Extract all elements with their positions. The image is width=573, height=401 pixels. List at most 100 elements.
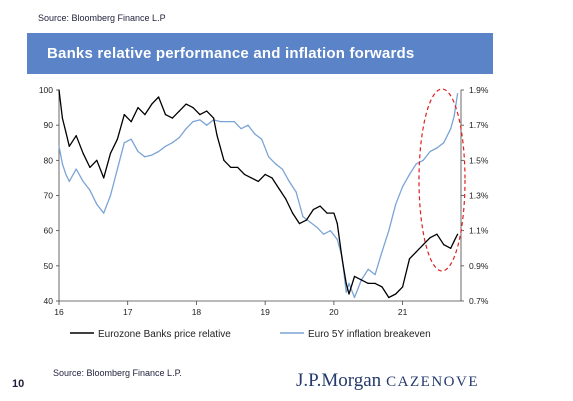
brand-main: J.P.Morgan	[296, 370, 382, 391]
point-banks	[457, 233, 459, 235]
point-inflation	[261, 138, 263, 140]
x-tick-label: 18	[192, 307, 202, 317]
point-banks	[103, 177, 105, 179]
point-banks	[58, 89, 60, 91]
point-inflation	[329, 230, 331, 232]
point-banks	[216, 135, 218, 137]
point-banks	[429, 237, 431, 239]
point-banks	[395, 293, 397, 295]
point-inflation	[103, 212, 105, 214]
point-banks	[319, 205, 321, 207]
point-banks	[305, 219, 307, 221]
brand-sub: CAZENOVE	[386, 374, 479, 390]
point-banks	[333, 212, 335, 214]
point-inflation	[443, 142, 445, 144]
x-tick-label: 19	[260, 307, 270, 317]
y-right-tick-label: 1.9%	[469, 85, 489, 95]
point-inflation	[336, 238, 338, 241]
point-banks	[360, 279, 362, 281]
point-banks	[453, 240, 455, 242]
point-inflation	[178, 136, 180, 139]
y-left-tick-label: 70	[44, 191, 54, 201]
point-banks	[353, 275, 356, 277]
point-inflation	[408, 173, 411, 175]
point-banks	[341, 258, 343, 260]
point-banks	[443, 244, 445, 246]
point-banks	[213, 117, 215, 119]
y-right-tick-label: 1.1%	[469, 226, 489, 236]
point-banks	[388, 296, 390, 299]
point-inflation	[429, 150, 431, 153]
point-inflation	[288, 180, 290, 182]
point-banks	[185, 103, 187, 105]
point-inflation	[89, 189, 91, 191]
point-banks	[402, 286, 404, 288]
x-tick-label: 21	[398, 307, 408, 317]
point-inflation	[316, 226, 318, 228]
source-top: Source: Bloomberg Finance L.P	[38, 13, 166, 23]
point-inflation	[96, 203, 98, 205]
point-banks	[164, 114, 167, 116]
point-banks	[422, 244, 424, 246]
point-inflation	[116, 168, 118, 170]
point-inflation	[185, 128, 187, 130]
point-banks	[345, 282, 347, 284]
point-banks	[408, 258, 411, 260]
point-inflation	[353, 296, 356, 299]
point-inflation	[82, 180, 84, 182]
point-banks	[278, 187, 280, 190]
point-inflation	[158, 150, 160, 153]
point-banks	[250, 177, 252, 179]
point-inflation	[247, 124, 249, 126]
point-banks	[348, 293, 350, 295]
y-left-tick-label: 50	[44, 261, 54, 271]
point-banks	[285, 198, 287, 200]
point-inflation	[164, 145, 167, 147]
point-inflation	[268, 156, 270, 158]
point-inflation	[171, 142, 173, 144]
source-bottom: Source: Bloomberg Finance L.P.	[53, 368, 182, 378]
point-banks	[151, 103, 153, 105]
point-banks	[326, 212, 328, 214]
point-banks	[109, 152, 112, 154]
legend-label-banks: Eurozone Banks price relative	[98, 329, 231, 340]
point-inflation	[61, 163, 64, 165]
point-inflation	[415, 163, 417, 165]
point-banks	[271, 177, 273, 179]
point-inflation	[309, 221, 311, 223]
point-banks	[450, 247, 452, 249]
point-banks	[130, 121, 132, 123]
point-banks	[257, 180, 259, 182]
point-banks	[230, 166, 232, 168]
point-inflation	[367, 268, 369, 270]
point-banks	[137, 107, 139, 109]
brand-logo: J.P.Morgan CAZENOVE	[296, 370, 479, 392]
point-banks	[192, 107, 194, 109]
point-banks	[264, 173, 266, 175]
point-banks	[367, 282, 369, 284]
point-banks	[61, 117, 64, 119]
point-inflation	[395, 203, 397, 205]
point-banks	[298, 223, 301, 225]
point-banks	[292, 212, 294, 214]
point-inflation	[388, 230, 390, 232]
point-banks	[178, 110, 180, 112]
y-right-tick-label: 1.3%	[469, 191, 489, 201]
point-inflation	[123, 142, 125, 144]
point-inflation	[68, 180, 70, 182]
y-left-tick-label: 100	[39, 85, 53, 95]
point-inflation	[65, 173, 67, 175]
point-inflation	[281, 168, 283, 170]
point-inflation	[422, 159, 424, 161]
point-banks	[381, 286, 383, 288]
y-right-tick-label: 1.7%	[469, 120, 489, 130]
point-banks	[199, 114, 201, 116]
point-inflation	[137, 150, 139, 153]
highlight-ellipse	[418, 88, 466, 272]
chart-title: Banks relative performance and inflation…	[27, 33, 493, 74]
point-inflation	[457, 92, 459, 95]
y-right-tick-label: 1.5%	[469, 155, 489, 165]
point-banks	[436, 233, 438, 235]
x-tick-label: 16	[54, 307, 64, 317]
x-tick-label: 20	[329, 307, 339, 317]
